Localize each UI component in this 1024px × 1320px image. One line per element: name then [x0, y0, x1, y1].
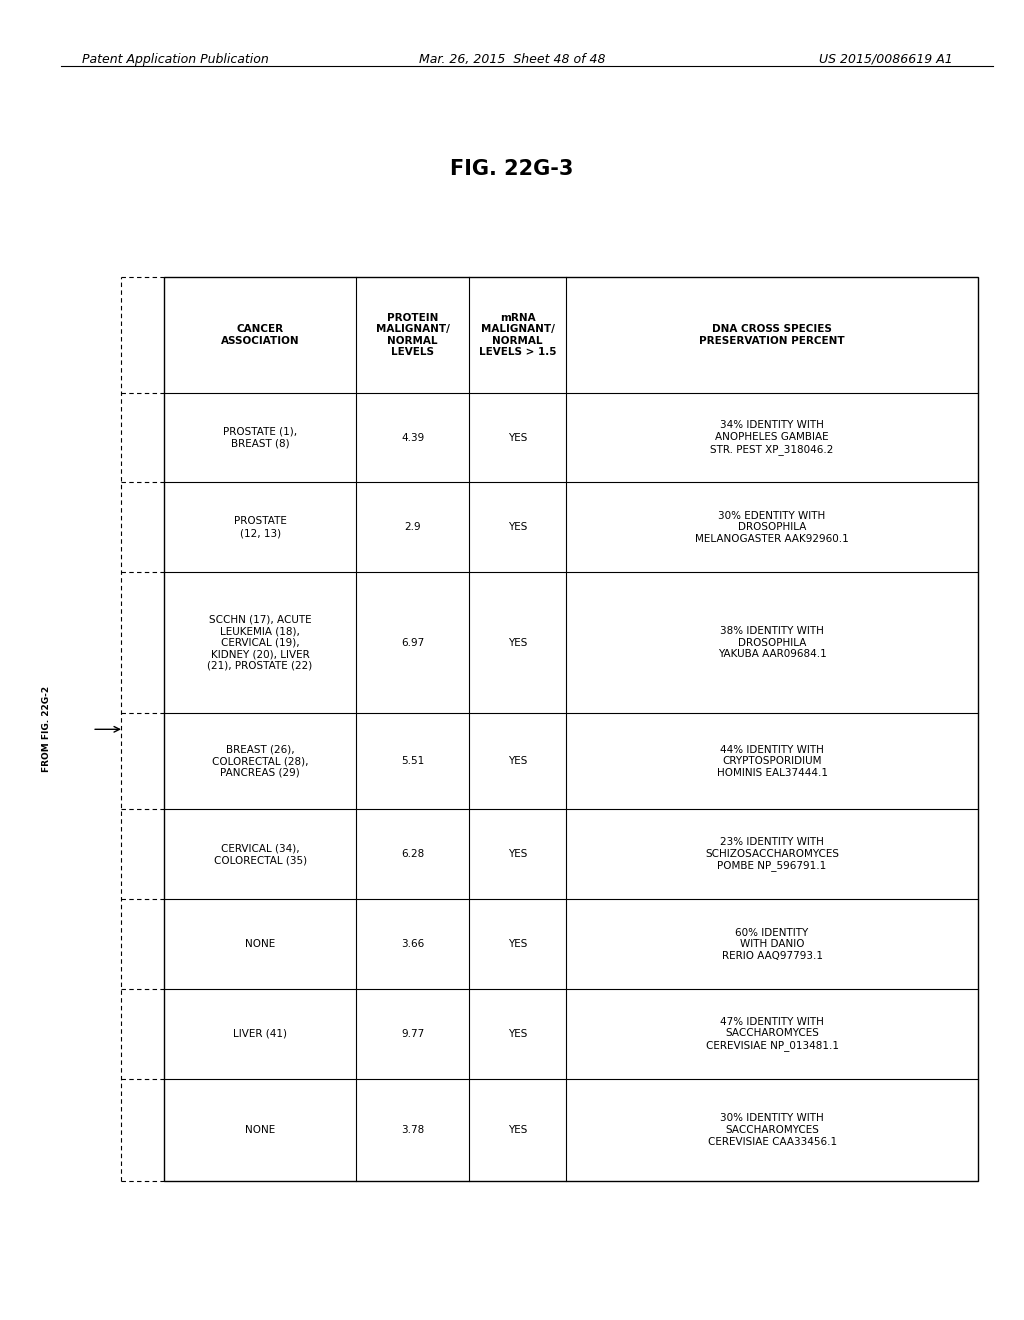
Text: 2.9: 2.9 — [404, 523, 421, 532]
Text: 3.66: 3.66 — [401, 939, 424, 949]
Text: YES: YES — [508, 1028, 527, 1039]
Text: 44% IDENTITY WITH
CRYPTOSPORIDIUM
HOMINIS EAL37444.1: 44% IDENTITY WITH CRYPTOSPORIDIUM HOMINI… — [717, 744, 827, 777]
Text: YES: YES — [508, 1125, 527, 1135]
Text: Patent Application Publication: Patent Application Publication — [82, 53, 268, 66]
Text: PROSTATE
(12, 13): PROSTATE (12, 13) — [233, 516, 287, 539]
Text: DNA CROSS SPECIES
PRESERVATION PERCENT: DNA CROSS SPECIES PRESERVATION PERCENT — [699, 325, 845, 346]
Text: CANCER
ASSOCIATION: CANCER ASSOCIATION — [221, 325, 299, 346]
Text: Mar. 26, 2015  Sheet 48 of 48: Mar. 26, 2015 Sheet 48 of 48 — [419, 53, 605, 66]
Text: 3.78: 3.78 — [401, 1125, 424, 1135]
Text: 4.39: 4.39 — [401, 433, 424, 442]
Text: CERVICAL (34),
COLORECTAL (35): CERVICAL (34), COLORECTAL (35) — [214, 843, 306, 865]
Text: 30% EDENTITY WITH
DROSOPHILA
MELANOGASTER AAK92960.1: 30% EDENTITY WITH DROSOPHILA MELANOGASTE… — [695, 511, 849, 544]
Text: YES: YES — [508, 939, 527, 949]
Text: YES: YES — [508, 756, 527, 767]
Text: BREAST (26),
COLORECTAL (28),
PANCREAS (29): BREAST (26), COLORECTAL (28), PANCREAS (… — [212, 744, 308, 777]
Text: YES: YES — [508, 523, 527, 532]
Text: 6.28: 6.28 — [401, 849, 424, 859]
Text: FIG. 22G-3: FIG. 22G-3 — [451, 158, 573, 180]
Text: 60% IDENTITY
WITH DANIO
RERIO AAQ97793.1: 60% IDENTITY WITH DANIO RERIO AAQ97793.1 — [722, 928, 822, 961]
Text: 34% IDENTITY WITH
ANOPHELES GAMBIAE
STR. PEST XP_318046.2: 34% IDENTITY WITH ANOPHELES GAMBIAE STR.… — [711, 421, 834, 454]
Text: US 2015/0086619 A1: US 2015/0086619 A1 — [818, 53, 952, 66]
Text: 23% IDENTITY WITH
SCHIZOSACCHAROMYCES
POMBE NP_596791.1: 23% IDENTITY WITH SCHIZOSACCHAROMYCES PO… — [706, 837, 839, 871]
Text: mRNA
MALIGNANT/
NORMAL
LEVELS > 1.5: mRNA MALIGNANT/ NORMAL LEVELS > 1.5 — [479, 313, 556, 358]
Text: YES: YES — [508, 433, 527, 442]
Text: 9.77: 9.77 — [401, 1028, 424, 1039]
Text: YES: YES — [508, 849, 527, 859]
Text: NONE: NONE — [245, 1125, 275, 1135]
Text: PROSTATE (1),
BREAST (8): PROSTATE (1), BREAST (8) — [223, 426, 297, 449]
Text: LIVER (41): LIVER (41) — [233, 1028, 287, 1039]
Text: YES: YES — [508, 638, 527, 648]
Text: 5.51: 5.51 — [401, 756, 424, 767]
Text: 47% IDENTITY WITH
SACCHAROMYCES
CEREVISIAE NP_013481.1: 47% IDENTITY WITH SACCHAROMYCES CEREVISI… — [706, 1016, 839, 1051]
Text: 6.97: 6.97 — [401, 638, 424, 648]
Text: 30% IDENTITY WITH
SACCHAROMYCES
CEREVISIAE CAA33456.1: 30% IDENTITY WITH SACCHAROMYCES CEREVISI… — [708, 1114, 837, 1147]
Text: FROM FIG. 22G-2: FROM FIG. 22G-2 — [42, 686, 50, 772]
Text: 38% IDENTITY WITH
DROSOPHILA
YAKUBA AAR09684.1: 38% IDENTITY WITH DROSOPHILA YAKUBA AAR0… — [718, 626, 826, 659]
Text: SCCHN (17), ACUTE
LEUKEMIA (18),
CERVICAL (19),
KIDNEY (20), LIVER
(21), PROSTAT: SCCHN (17), ACUTE LEUKEMIA (18), CERVICA… — [208, 615, 312, 671]
Text: PROTEIN
MALIGNANT/
NORMAL
LEVELS: PROTEIN MALIGNANT/ NORMAL LEVELS — [376, 313, 450, 358]
Text: NONE: NONE — [245, 939, 275, 949]
